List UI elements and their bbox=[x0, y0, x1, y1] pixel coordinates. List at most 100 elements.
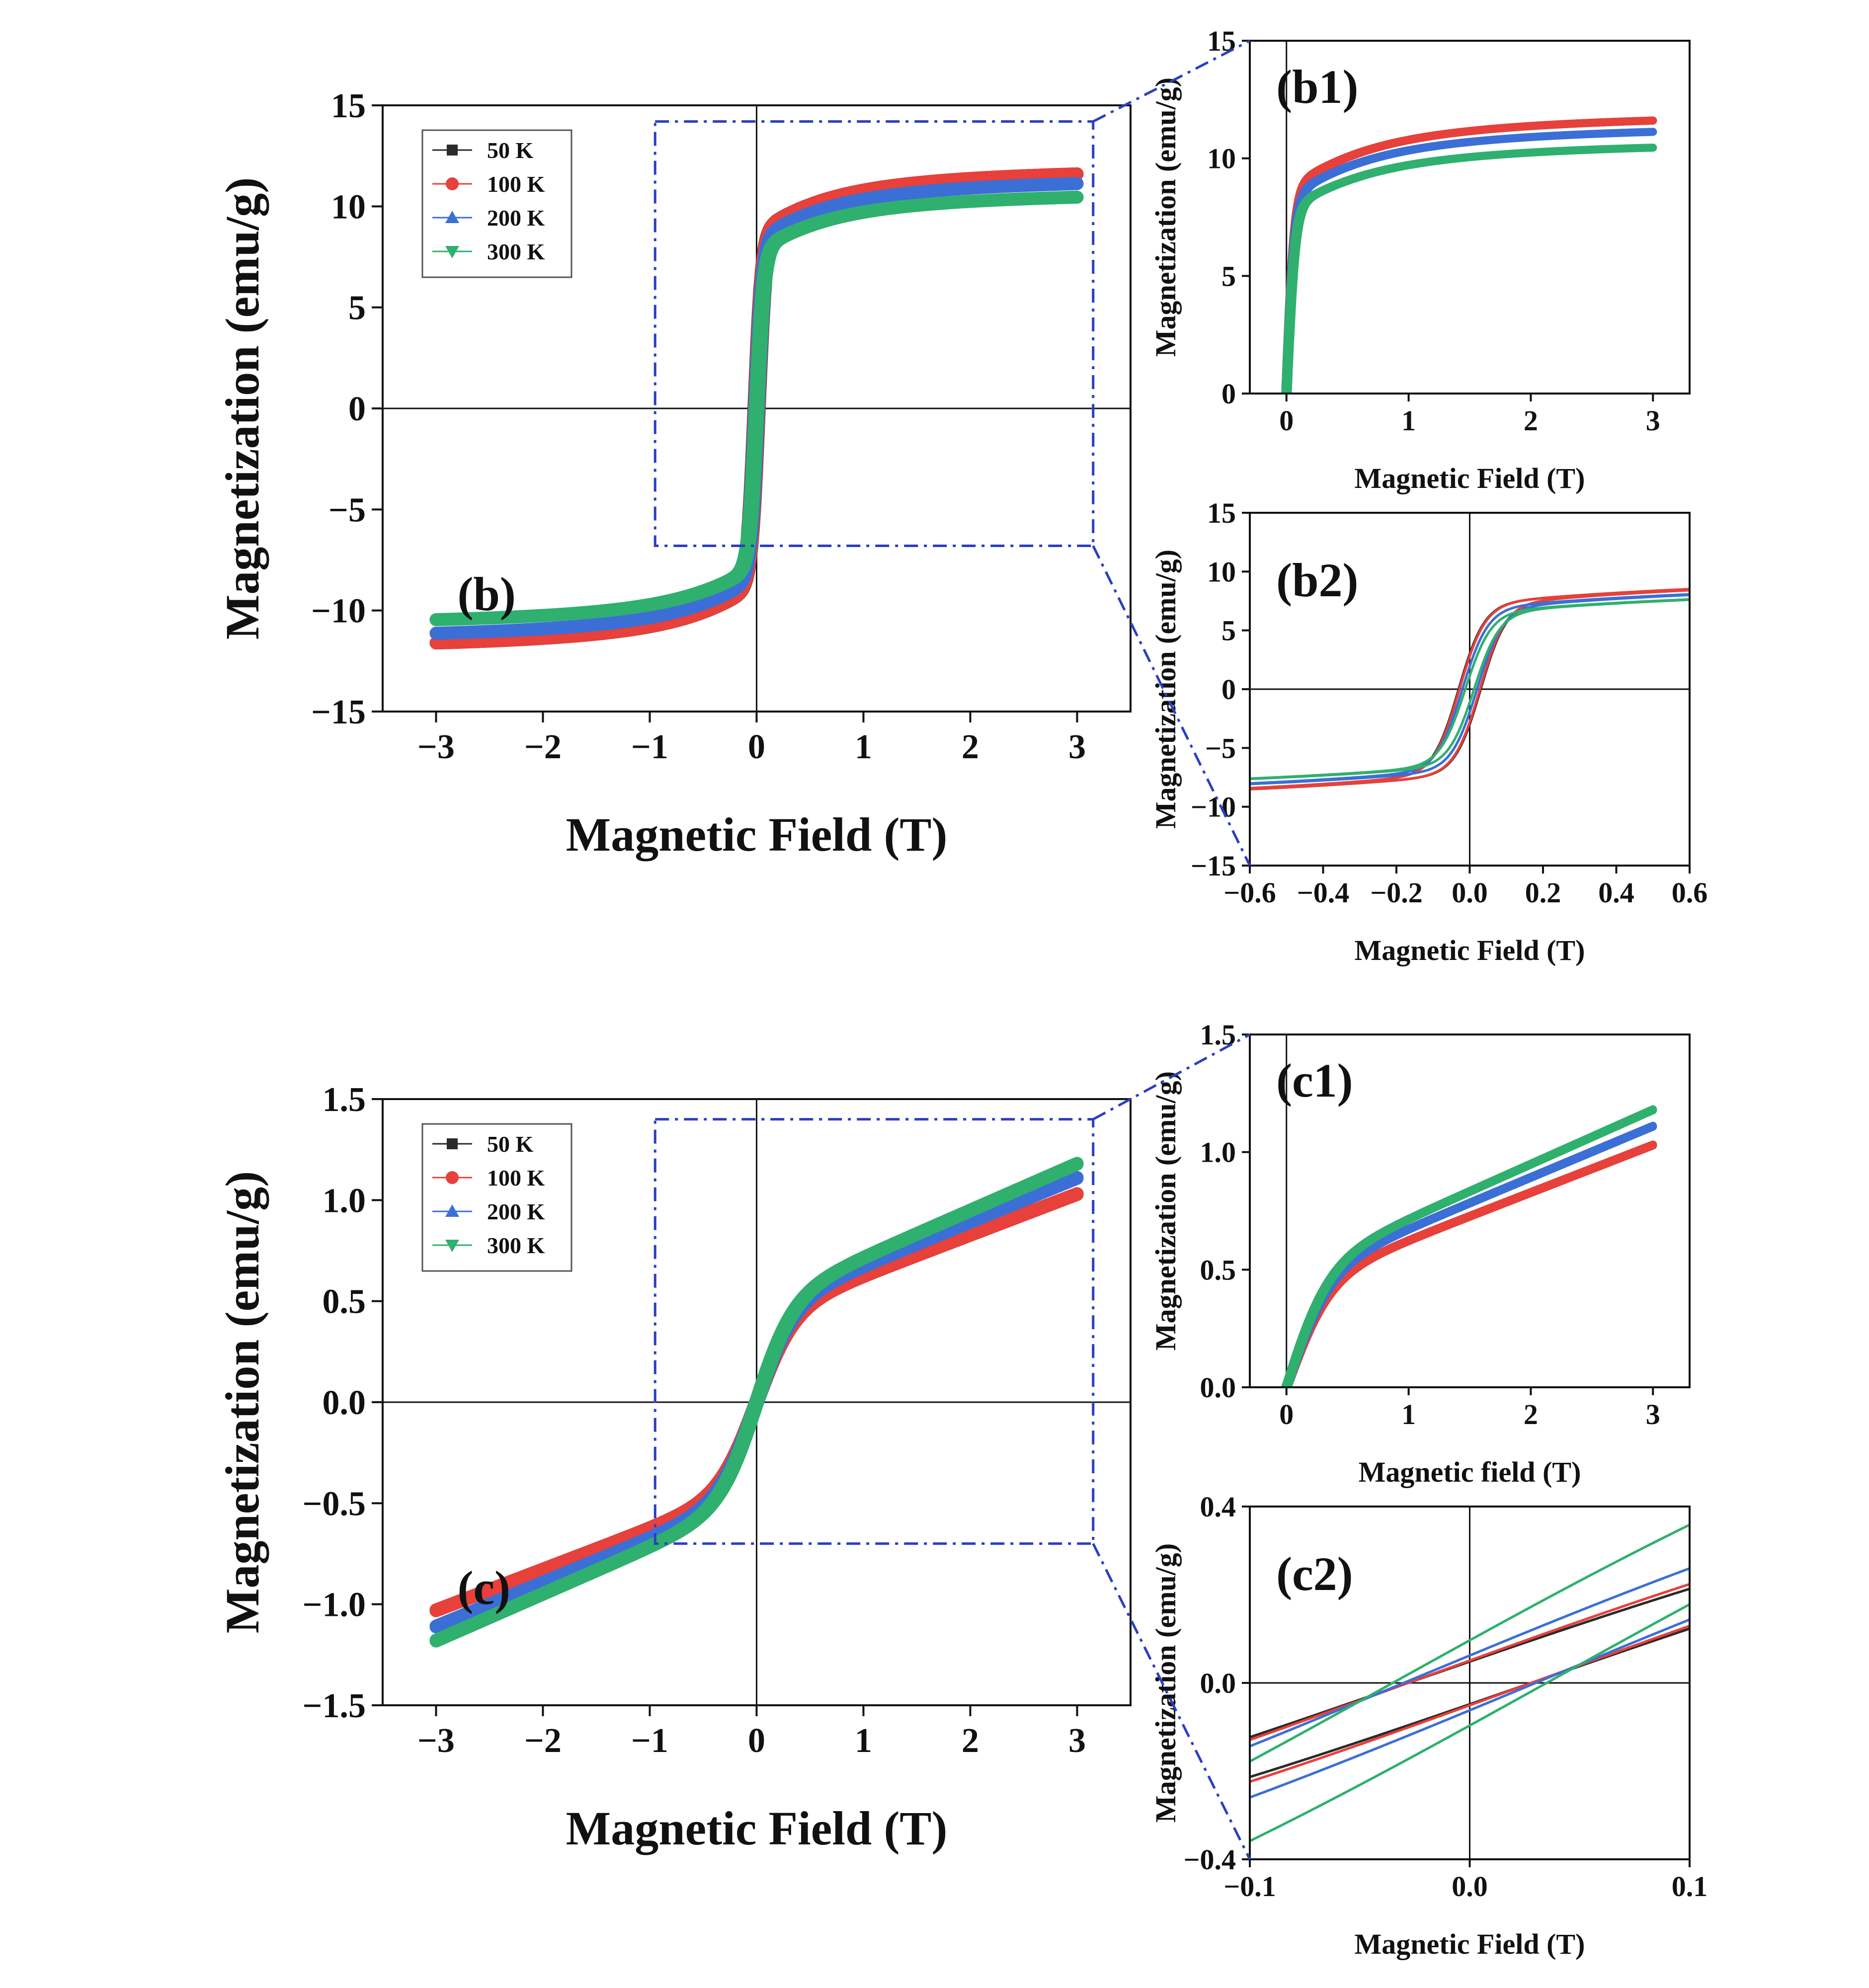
plot-frame-b1 bbox=[1249, 40, 1691, 395]
legend-label-50-k: 50 K bbox=[487, 138, 534, 163]
y-tick-label-b2: 15 bbox=[1207, 497, 1236, 529]
series-group-c1 bbox=[1281, 1105, 1657, 1387]
zoom-box-c bbox=[653, 1118, 1095, 1545]
plot-frame-c1 bbox=[1249, 1034, 1691, 1388]
x-tick-label-c1: 2 bbox=[1524, 1398, 1538, 1431]
x-tick-label-c: 2 bbox=[962, 1722, 979, 1760]
x-tick-label-c2: 0.0 bbox=[1452, 1870, 1488, 1903]
x-tick-label-b: 1 bbox=[855, 728, 872, 766]
panel-label-b1: (b1) bbox=[1276, 60, 1358, 113]
x-tick-label-c: 3 bbox=[1068, 1722, 1086, 1760]
y-tick-label-b: 0 bbox=[348, 390, 366, 428]
series-100-k-up-c2 bbox=[1250, 1624, 1690, 1783]
legend-label-200-k: 200 K bbox=[487, 205, 545, 231]
x-axis-title-b2: Magnetic Field (T) bbox=[1355, 934, 1585, 966]
y-tick-label-c1: 0.0 bbox=[1200, 1371, 1236, 1404]
y-tick-label-c: 1.0 bbox=[323, 1182, 366, 1220]
y-tick-label-c: −0.5 bbox=[303, 1485, 366, 1523]
x-tick-label-b1: 0 bbox=[1279, 404, 1294, 437]
y-tick-label-b2: 0 bbox=[1221, 673, 1236, 706]
series-group-c bbox=[429, 1157, 1084, 1648]
y-tick-label-c: 0.5 bbox=[323, 1283, 366, 1321]
panel-b1: 0 1 2 3 0 5 10 15 Magnetic Field (T) Magnetizatio… bbox=[1149, 25, 1691, 494]
y-tick-label-c2: 0.0 bbox=[1200, 1667, 1236, 1699]
x-tick-label-b: −1 bbox=[631, 728, 668, 766]
x-tick-label-c1: 1 bbox=[1401, 1398, 1416, 1431]
x-tick-label-b: 3 bbox=[1068, 728, 1086, 766]
y-tick-label-b1: 15 bbox=[1207, 25, 1236, 57]
y-axis-title-b2: Magnetization (emu/g) bbox=[1149, 550, 1182, 829]
legend-label-100-k: 100 K bbox=[487, 171, 545, 197]
series-200-k-down-b2 bbox=[1250, 593, 1690, 785]
legend-c: 50 K 100 K 200 K 300 K bbox=[421, 1123, 572, 1272]
zoom-connector-bottom-c bbox=[1092, 1543, 1251, 1860]
zoom-box-b bbox=[653, 120, 1095, 548]
legend-label-200-k: 200 K bbox=[487, 1199, 545, 1224]
y-tick-label-c1: 1.0 bbox=[1200, 1136, 1236, 1169]
y-tick-label-b2: −10 bbox=[1191, 791, 1236, 823]
x-tick-label-c: −3 bbox=[417, 1722, 455, 1760]
y-axis-title-c2: Magnetization (emu/g) bbox=[1149, 1543, 1182, 1823]
series-300-k-down-b bbox=[429, 190, 1084, 627]
legend-marker-200-k bbox=[445, 1204, 459, 1217]
y-axis-title-c: Magnetization (emu/g) bbox=[216, 1171, 269, 1633]
y-tick-label-b: −5 bbox=[328, 491, 366, 529]
x-axis-title-c1: Magnetic field (T) bbox=[1359, 1456, 1581, 1488]
x-tick-label-b: −3 bbox=[417, 728, 455, 766]
y-tick-label-b2: −15 bbox=[1191, 850, 1236, 882]
x-tick-label-b2: 0.2 bbox=[1525, 876, 1561, 909]
legend-marker-50-k bbox=[447, 1138, 458, 1149]
series-group-b2 bbox=[1250, 588, 1690, 791]
y-tick-label-b: 15 bbox=[331, 87, 366, 125]
panel-label-b: (b) bbox=[458, 567, 516, 621]
zoom-connector-top-c bbox=[1092, 1033, 1251, 1120]
x-tick-label-b2: −0.4 bbox=[1297, 876, 1350, 909]
series-100-k-down-c2 bbox=[1250, 1583, 1690, 1742]
y-axis-title-c1: Magnetization (emu/g) bbox=[1149, 1071, 1182, 1351]
x-tick-label-b2: 0.0 bbox=[1452, 876, 1488, 909]
panel-label-c: (c) bbox=[458, 1561, 511, 1614]
series-200-k-up-c2 bbox=[1250, 1618, 1690, 1799]
series-200-k-down-b1 bbox=[1281, 128, 1657, 394]
x-tick-label-b2: −0.6 bbox=[1223, 876, 1276, 909]
series-300-k-down-c2 bbox=[1250, 1523, 1690, 1763]
panel-label-b2: (b2) bbox=[1276, 554, 1358, 607]
x-tick-label-b2: 0.6 bbox=[1672, 876, 1708, 909]
zoom-connectors bbox=[1092, 39, 1251, 1860]
legend-marker-300-k bbox=[445, 246, 459, 258]
y-tick-label-b2: 5 bbox=[1221, 615, 1236, 647]
y-tick-label-b: 10 bbox=[331, 188, 366, 226]
y-tick-label-b1: 0 bbox=[1221, 378, 1236, 410]
x-tick-label-b: 0 bbox=[748, 728, 765, 766]
y-tick-label-b: −15 bbox=[311, 693, 366, 731]
x-tick-label-c1: 3 bbox=[1646, 1398, 1660, 1431]
series-50-k-down-b1 bbox=[1281, 116, 1657, 394]
y-tick-label-b1: 5 bbox=[1221, 260, 1236, 292]
x-tick-label-c: −2 bbox=[524, 1722, 562, 1760]
x-tick-label-c2: −0.1 bbox=[1223, 1870, 1276, 1903]
y-tick-label-c: 0.0 bbox=[323, 1384, 366, 1422]
x-tick-label-b: 2 bbox=[962, 728, 979, 766]
series-group-b bbox=[429, 167, 1084, 650]
series-300-k-down-c1 bbox=[1281, 1105, 1657, 1387]
x-axis-title-b: Magnetic Field (T) bbox=[566, 808, 948, 861]
y-tick-label-b: −10 bbox=[311, 592, 366, 631]
y-tick-label-c: −1.5 bbox=[303, 1687, 366, 1725]
legend-marker-50-k bbox=[447, 145, 458, 156]
panel-c: −3 −2 −1 0 1 2 3 −1.5 −1.0 −0.5 0.0 0.5 1.0 1.5 Magnet… bbox=[216, 1081, 1132, 1855]
legend-marker-200-k bbox=[445, 211, 459, 223]
x-tick-label-c: −1 bbox=[631, 1722, 668, 1760]
y-tick-label-c: −1.0 bbox=[303, 1586, 366, 1624]
x-axis-title-b1: Magnetic Field (T) bbox=[1355, 462, 1585, 494]
legend-marker-300-k bbox=[445, 1240, 459, 1252]
series-200-k-down-c2 bbox=[1250, 1567, 1690, 1748]
y-tick-label-c2: −0.4 bbox=[1183, 1843, 1236, 1876]
x-tick-label-b2: 0.4 bbox=[1598, 876, 1634, 909]
y-axis-title-b1: Magnetization (emu/g) bbox=[1149, 78, 1182, 357]
x-tick-label-c2: 0.1 bbox=[1672, 1870, 1708, 1903]
y-axis-title-b: Magnetization (emu/g) bbox=[216, 177, 269, 639]
x-tick-label-b: −2 bbox=[524, 728, 562, 766]
legend-label-300-k: 300 K bbox=[487, 239, 545, 264]
